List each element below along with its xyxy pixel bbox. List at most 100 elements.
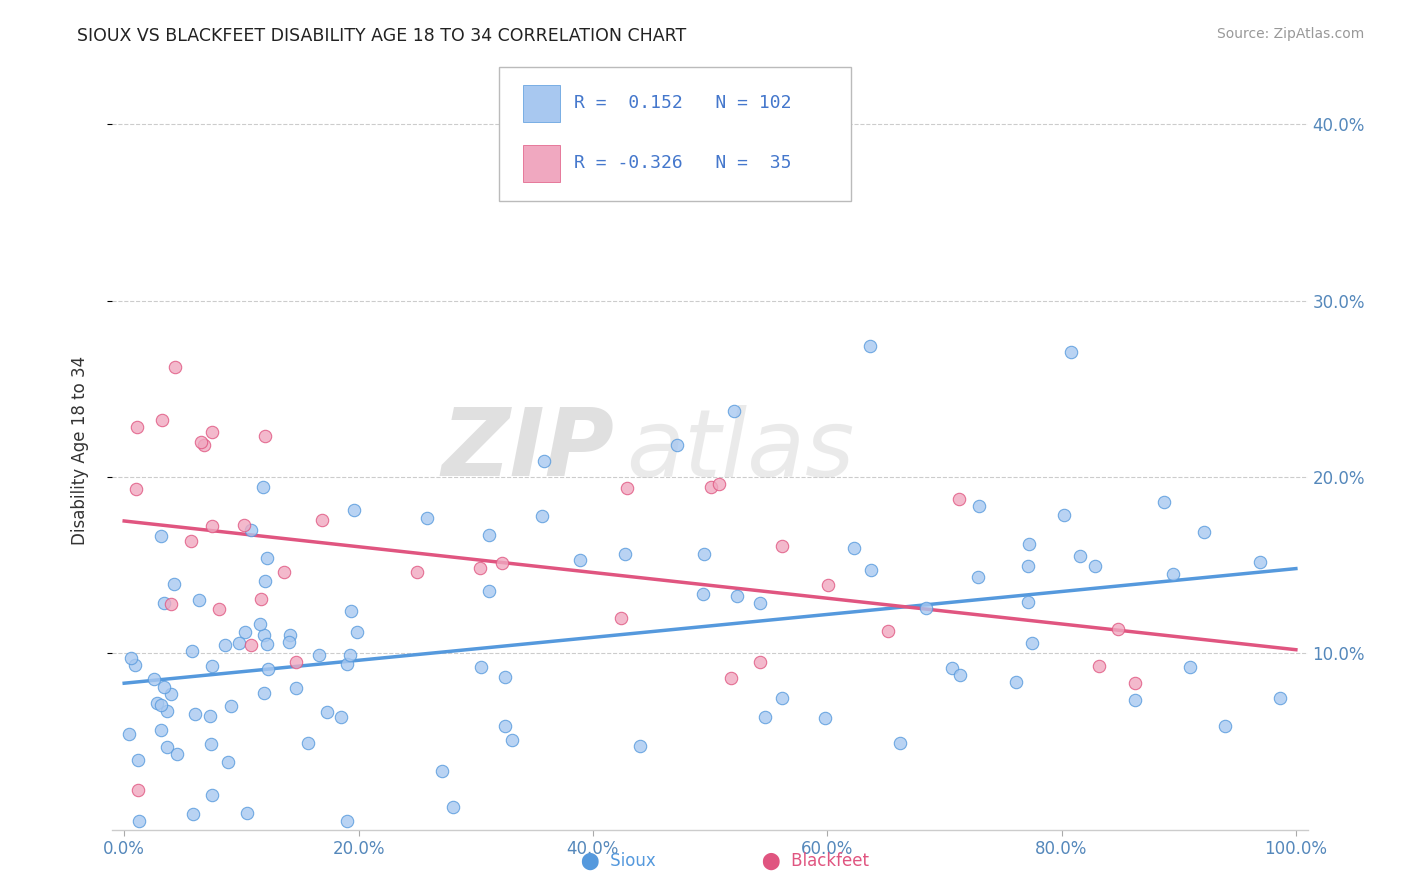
Point	[208, 602, 231, 616]
Point	[430, 764, 453, 779]
Point	[860, 563, 883, 577]
Text: ⬤  Sioux: ⬤ Sioux	[581, 852, 657, 870]
Point	[915, 601, 938, 615]
Point	[193, 438, 215, 452]
Point	[844, 541, 866, 555]
Point	[889, 736, 911, 750]
Point	[533, 454, 555, 468]
Point	[181, 806, 204, 821]
Point	[1088, 659, 1111, 673]
Point	[1018, 537, 1040, 551]
Point	[1053, 508, 1076, 523]
Point	[406, 565, 429, 579]
Point	[217, 756, 239, 770]
Point	[284, 681, 307, 695]
Point	[256, 662, 278, 676]
Point	[725, 590, 748, 604]
Point	[239, 523, 262, 537]
Point	[153, 596, 176, 610]
Point	[494, 670, 516, 684]
Point	[181, 644, 204, 658]
Point	[1017, 595, 1039, 609]
Point	[160, 597, 183, 611]
Point	[253, 686, 276, 700]
Point	[723, 404, 745, 418]
Point	[198, 708, 221, 723]
Point	[228, 636, 250, 650]
Point	[1213, 719, 1236, 733]
Text: R = -0.326   N =  35: R = -0.326 N = 35	[574, 154, 792, 172]
Point	[339, 648, 361, 663]
Text: Source: ZipAtlas.com: Source: ZipAtlas.com	[1216, 27, 1364, 41]
Point	[709, 476, 731, 491]
Point	[1017, 559, 1039, 574]
Point	[166, 747, 188, 761]
Point	[1084, 559, 1107, 574]
Point	[278, 628, 301, 642]
Point	[692, 586, 714, 600]
Point	[311, 513, 333, 527]
Point	[329, 710, 352, 724]
Point	[610, 611, 633, 625]
Point	[700, 480, 723, 494]
Text: ⬤  Blackfeet: ⬤ Blackfeet	[762, 852, 869, 870]
Point	[128, 814, 150, 828]
Point	[491, 557, 513, 571]
Point	[1194, 524, 1216, 539]
Point	[253, 628, 276, 642]
Point	[149, 529, 172, 543]
Point	[316, 705, 339, 719]
Point	[146, 696, 169, 710]
Point	[124, 658, 146, 673]
Point	[308, 648, 330, 662]
Point	[720, 671, 742, 685]
Point	[200, 737, 222, 751]
Point	[278, 635, 301, 649]
Point	[693, 547, 716, 561]
Point	[201, 425, 224, 439]
Point	[666, 438, 689, 452]
Point	[1178, 660, 1201, 674]
Point	[163, 360, 186, 375]
Point	[180, 534, 202, 549]
Point	[118, 727, 141, 741]
Point	[1060, 344, 1083, 359]
Point	[628, 739, 651, 753]
Point	[876, 624, 898, 639]
Point	[1107, 622, 1129, 636]
Point	[1069, 549, 1091, 563]
Point	[749, 596, 772, 610]
Point	[814, 711, 837, 725]
Point	[127, 753, 149, 767]
Point	[468, 561, 491, 575]
Point	[477, 528, 499, 542]
Point	[240, 638, 263, 652]
Point	[335, 657, 357, 671]
Point	[478, 583, 501, 598]
Point	[285, 656, 308, 670]
Point	[143, 672, 166, 686]
Point	[1123, 676, 1146, 690]
Point	[1125, 693, 1147, 707]
Point	[754, 709, 776, 723]
Point	[232, 517, 254, 532]
Point	[494, 718, 516, 732]
Point	[233, 625, 256, 640]
Point	[254, 429, 277, 443]
Point	[297, 736, 319, 750]
Point	[201, 658, 224, 673]
Point	[149, 723, 172, 737]
Point	[441, 800, 464, 814]
Point	[343, 503, 366, 517]
Point	[967, 499, 990, 513]
Point	[273, 565, 295, 579]
Point	[949, 667, 972, 681]
Point	[748, 655, 770, 669]
Point	[1021, 636, 1043, 650]
Point	[125, 420, 148, 434]
Point	[1153, 495, 1175, 509]
Point	[817, 578, 839, 592]
Point	[160, 687, 183, 701]
Point	[336, 814, 359, 828]
Point	[127, 783, 149, 797]
